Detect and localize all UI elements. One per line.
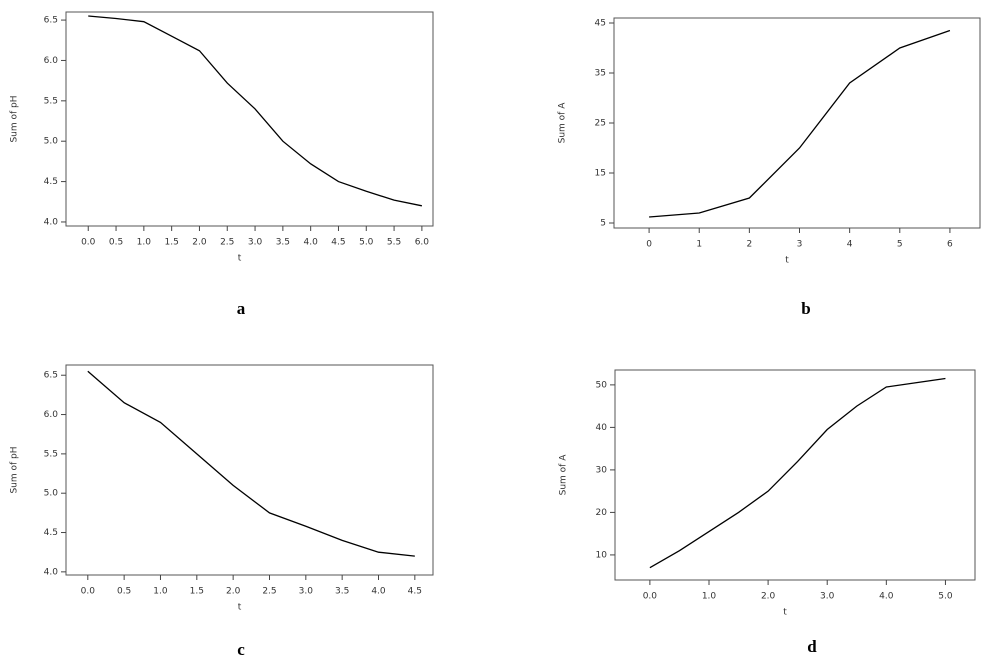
x-tick-label: 0.0	[643, 592, 658, 602]
y-tick-label: 6.0	[44, 56, 59, 66]
plot-frame	[65, 11, 434, 227]
data-line	[649, 377, 946, 569]
plot-frame	[614, 369, 976, 581]
x-tick-label: 1.0	[153, 587, 168, 597]
x-tick-label: 0.0	[81, 587, 96, 597]
x-tick-label: 3.0	[248, 238, 263, 248]
y-tick-label: 5.0	[44, 489, 59, 499]
x-tick-label: 5.5	[387, 238, 401, 248]
y-tick-label: 35	[595, 69, 606, 79]
x-tick-label: 2.0	[226, 587, 241, 597]
x-tick-label: 0.0	[81, 238, 96, 248]
plot-frame	[613, 17, 981, 229]
panel-caption: d	[807, 637, 817, 656]
y-tick-label: 5.5	[44, 96, 58, 106]
x-tick-label: 2.5	[220, 238, 234, 248]
y-tick-label: 6.5	[44, 16, 58, 26]
y-axis-label: Sum of pH	[10, 95, 20, 142]
panel-caption: a	[237, 299, 246, 318]
x-tick-label: 2.0	[761, 592, 776, 602]
x-axis-label: t	[238, 254, 242, 264]
y-tick-label: 4.0	[44, 217, 59, 227]
y-tick-label: 25	[595, 119, 606, 129]
x-tick-label: 5	[897, 240, 903, 250]
x-tick-label: 4.5	[331, 238, 345, 248]
panel-caption: c	[237, 640, 245, 658]
x-tick-label: 0.5	[117, 587, 131, 597]
y-tick-label: 30	[596, 465, 608, 475]
panel-caption: b	[801, 299, 810, 318]
x-tick-label: 3.0	[820, 592, 835, 602]
plot-frame	[65, 364, 434, 576]
x-tick-label: 4.0	[371, 587, 386, 597]
y-axis-label: Sum of A	[558, 102, 568, 144]
x-tick-label: 4	[847, 240, 853, 250]
y-tick-label: 4.0	[44, 567, 59, 577]
x-tick-label: 2	[747, 240, 753, 250]
x-tick-label: 0.5	[109, 238, 123, 248]
y-tick-label: 5.5	[44, 449, 58, 459]
x-tick-label: 6.0	[415, 238, 430, 248]
y-tick-label: 5	[600, 219, 606, 229]
y-axis-label: Sum of pH	[10, 446, 20, 493]
x-tick-label: 3	[797, 240, 803, 250]
x-tick-label: 3.0	[299, 587, 314, 597]
x-tick-label: 0	[646, 240, 652, 250]
y-axis-label: Sum of A	[559, 454, 569, 496]
x-tick-label: 1.5	[190, 587, 204, 597]
x-tick-label: 4.0	[879, 592, 894, 602]
x-tick-label: 4.0	[304, 238, 319, 248]
y-tick-label: 50	[596, 380, 608, 390]
data-line	[87, 370, 415, 557]
data-line	[88, 15, 423, 207]
x-tick-label: 5.0	[359, 238, 374, 248]
y-tick-label: 15	[595, 169, 606, 179]
x-tick-label: 1.0	[137, 238, 152, 248]
x-tick-label: 3.5	[335, 587, 349, 597]
y-tick-label: 6.0	[44, 410, 59, 420]
y-tick-label: 4.5	[44, 528, 58, 538]
y-tick-label: 10	[596, 550, 608, 560]
data-line	[649, 29, 951, 218]
x-axis-label: t	[783, 608, 787, 618]
x-tick-label: 3.5	[276, 238, 290, 248]
x-axis-label: t	[785, 256, 789, 266]
x-tick-label: 2.0	[192, 238, 207, 248]
x-tick-label: 1.0	[702, 592, 717, 602]
y-tick-label: 6.5	[44, 371, 58, 381]
x-tick-label: 1.5	[164, 238, 178, 248]
y-tick-label: 40	[596, 423, 608, 433]
y-tick-label: 45	[595, 19, 606, 29]
x-tick-label: 1	[696, 240, 702, 250]
x-tick-label: 2.5	[262, 587, 276, 597]
x-tick-label: 5.0	[938, 592, 953, 602]
y-tick-label: 5.0	[44, 137, 59, 147]
y-tick-label: 20	[596, 508, 608, 518]
x-axis-label: t	[238, 603, 242, 613]
y-tick-label: 4.5	[44, 177, 58, 187]
x-tick-label: 4.5	[408, 587, 422, 597]
x-tick-label: 6	[947, 240, 953, 250]
